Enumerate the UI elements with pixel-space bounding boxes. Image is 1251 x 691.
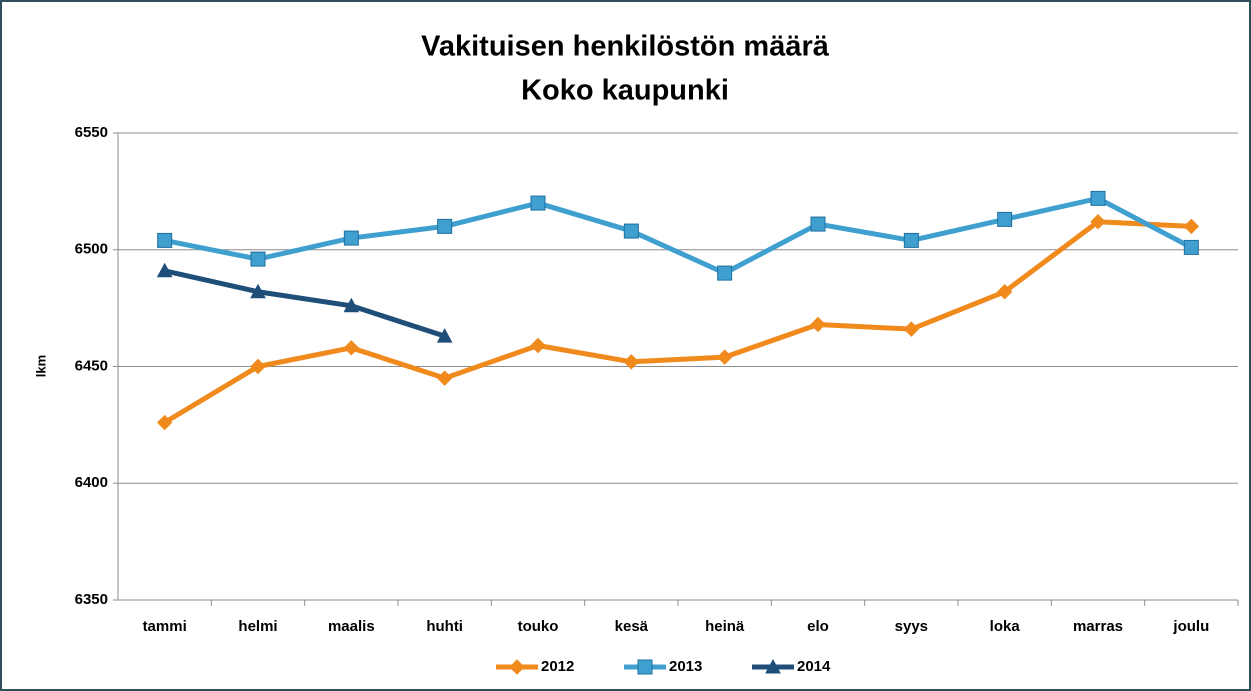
marker (903, 321, 920, 337)
x-tick-label: huhti (426, 618, 463, 635)
marker (1090, 190, 1106, 206)
y-tick-label: 6400 (75, 474, 108, 491)
x-tick-label: kesä (615, 618, 649, 635)
x-tick-label: helmi (238, 618, 277, 635)
series-line (164, 268, 446, 339)
series-line (163, 219, 1192, 425)
marker (1090, 214, 1106, 230)
y-axis-label: lkm (33, 355, 48, 377)
marker (343, 230, 359, 246)
marker (997, 211, 1013, 227)
x-tick-label: marras (1073, 618, 1123, 635)
y-tick-label: 6550 (75, 124, 108, 141)
marker (996, 284, 1013, 300)
y-tick-label: 6350 (75, 591, 108, 608)
marker (903, 232, 919, 248)
marker (250, 358, 266, 375)
marker (436, 370, 453, 386)
y-tick-label: 6450 (75, 357, 108, 374)
legend-marker (509, 659, 525, 675)
legend-label: 2014 (797, 658, 831, 675)
marker (437, 218, 453, 234)
legend-label: 2012 (541, 658, 574, 675)
marker (530, 195, 546, 211)
marker (810, 316, 826, 333)
legend-marker (765, 658, 781, 674)
x-tick-label: touko (518, 618, 559, 635)
marker (810, 216, 826, 232)
x-tick-label: elo (807, 618, 829, 635)
marker (250, 283, 266, 299)
legend-label: 2013 (669, 658, 702, 675)
marker (623, 354, 640, 370)
chart-subtitle: Koko kaupunki (521, 75, 729, 107)
marker (157, 232, 173, 248)
marker (1183, 218, 1200, 235)
marker (530, 337, 546, 354)
marker (716, 349, 733, 365)
marker (623, 223, 639, 239)
marker (1183, 239, 1199, 255)
series-line (164, 195, 1193, 276)
x-tick-label: tammi (143, 618, 187, 635)
marker (436, 328, 453, 343)
marker (156, 414, 173, 431)
x-tick-label: syys (895, 618, 928, 635)
marker (343, 297, 360, 313)
x-tick-label: joulu (1172, 618, 1209, 635)
x-tick-label: loka (990, 618, 1021, 635)
chart-title: Vakituisen henkilöstön määrä (421, 31, 830, 63)
marker (250, 251, 266, 267)
marker (343, 340, 360, 356)
marker (717, 265, 733, 281)
x-tick-label: heinä (705, 618, 745, 635)
legend-marker (637, 659, 653, 675)
y-tick-label: 6500 (75, 241, 108, 258)
x-tick-label: maalis (328, 618, 375, 635)
marker (156, 262, 173, 278)
